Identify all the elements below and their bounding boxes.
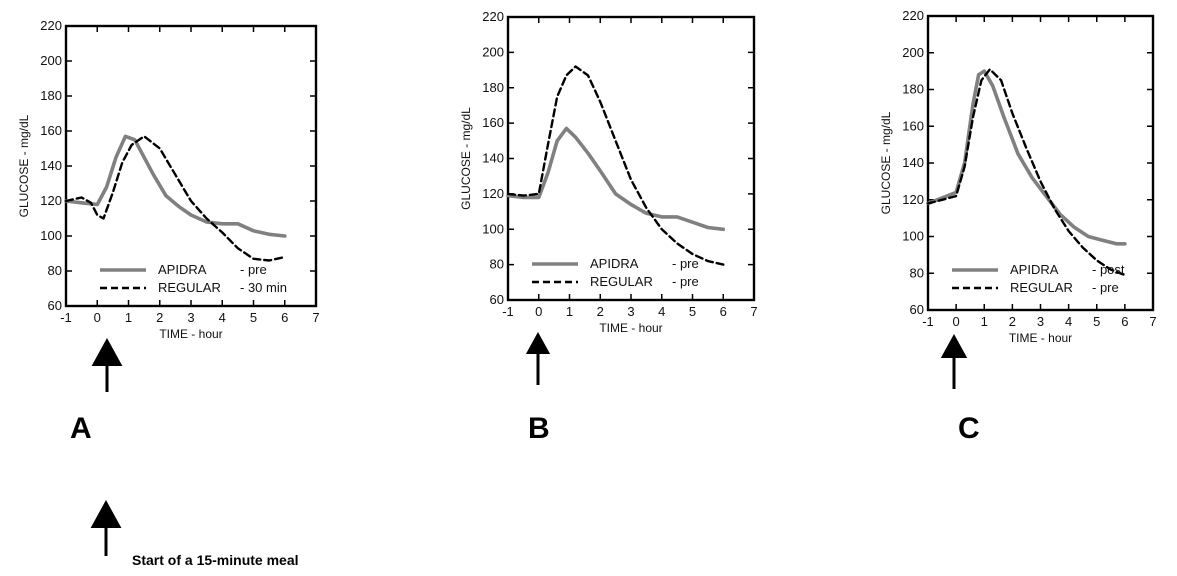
series-line-regular bbox=[64, 135, 286, 262]
y-tick-label: 200 bbox=[482, 44, 504, 59]
x-tick-label: 6 bbox=[281, 310, 288, 325]
series-line-apidra bbox=[506, 126, 726, 232]
legend-series-name: APIDRA bbox=[1010, 262, 1059, 277]
panel-label-c: C bbox=[958, 412, 980, 445]
arrow-head bbox=[91, 338, 123, 366]
legend-series-name: APIDRA bbox=[590, 256, 639, 271]
x-tick-label: 4 bbox=[219, 310, 226, 325]
legend-condition: - post bbox=[1092, 262, 1125, 277]
y-tick-label: 140 bbox=[482, 151, 504, 166]
y-tick-label: 120 bbox=[482, 186, 504, 201]
panel-label-a: A bbox=[70, 412, 92, 445]
x-tick-label: 7 bbox=[1149, 314, 1156, 329]
y-tick-label: 60 bbox=[48, 298, 62, 313]
y-tick-label: 220 bbox=[902, 8, 924, 23]
x-tick-label: 4 bbox=[658, 304, 665, 319]
y-tick-label: 120 bbox=[902, 192, 924, 207]
legend-condition: - pre bbox=[672, 256, 699, 271]
x-tick-label: 1 bbox=[566, 304, 573, 319]
meal-start-legend-arrow bbox=[90, 500, 122, 556]
y-tick-label: 60 bbox=[490, 292, 504, 307]
y-tick-label: 80 bbox=[490, 257, 504, 272]
series-line-regular bbox=[506, 65, 725, 266]
arrow-head bbox=[940, 334, 968, 358]
meal-start-arrow-b bbox=[525, 332, 551, 385]
legend-condition: - 30 min bbox=[240, 280, 287, 295]
meal-start-arrow-a bbox=[91, 338, 123, 392]
chart-panel-a: 60 80 100 120 140 160 180 200 220 -1 0 1 2 3 4 5 6 7 TIME … bbox=[17, 18, 320, 341]
x-tick-label: -1 bbox=[922, 314, 934, 329]
y-tick-label: 220 bbox=[40, 18, 62, 33]
legend-condition: - pre bbox=[672, 274, 699, 289]
x-tick-label: 7 bbox=[312, 310, 319, 325]
x-tick-label: 1 bbox=[981, 314, 988, 329]
y-tick-label: 100 bbox=[482, 221, 504, 236]
y-axis-label: GLUCOSE - mg/dL bbox=[459, 107, 473, 210]
x-tick-label: 0 bbox=[953, 314, 960, 329]
legend-series-name: REGULAR bbox=[1010, 280, 1073, 295]
y-tick-label: 80 bbox=[48, 263, 62, 278]
y-tick-label: 160 bbox=[902, 118, 924, 133]
x-tick-label: 7 bbox=[750, 304, 757, 319]
y-axis-label: GLUCOSE - mg/dL bbox=[879, 111, 893, 214]
x-tick-label: 5 bbox=[689, 304, 696, 319]
legend-condition: - pre bbox=[240, 262, 267, 277]
y-tick-label: 80 bbox=[910, 265, 924, 280]
x-tick-label: 5 bbox=[250, 310, 257, 325]
y-tick-label: 200 bbox=[40, 53, 62, 68]
arrow-head bbox=[90, 500, 122, 528]
y-tick-label: 220 bbox=[482, 9, 504, 24]
y-tick-label: 60 bbox=[910, 302, 924, 317]
x-tick-label: 5 bbox=[1093, 314, 1100, 329]
x-tick-label: 0 bbox=[535, 304, 542, 319]
x-tick-label: 2 bbox=[1009, 314, 1016, 329]
x-tick-label: -1 bbox=[60, 310, 72, 325]
meal-start-arrow-c bbox=[940, 334, 968, 389]
series-line-apidra bbox=[64, 134, 287, 238]
meal-start-footnote: Start of a 15-minute meal bbox=[132, 552, 299, 568]
x-tick-label: 6 bbox=[1121, 314, 1128, 329]
chart-panel-b: 60 80 100 120 140 160 180 200 220 -1 0 1 2 3 4 5 6 7 TIME … bbox=[459, 9, 758, 335]
y-tick-label: 160 bbox=[40, 123, 62, 138]
legend-series-name: REGULAR bbox=[158, 280, 221, 295]
y-tick-label: 100 bbox=[902, 229, 924, 244]
y-tick-label: 200 bbox=[902, 45, 924, 60]
y-axis-label: GLUCOSE - mg/dL bbox=[17, 114, 31, 217]
x-tick-label: 0 bbox=[94, 310, 101, 325]
legend-series-name: REGULAR bbox=[590, 274, 653, 289]
x-tick-label: -1 bbox=[502, 304, 514, 319]
y-tick-label: 140 bbox=[40, 158, 62, 173]
y-tick-label: 160 bbox=[482, 115, 504, 130]
series-line-regular bbox=[926, 68, 1127, 277]
x-tick-label: 3 bbox=[1037, 314, 1044, 329]
y-tick-label: 140 bbox=[902, 155, 924, 170]
y-tick-label: 180 bbox=[482, 80, 504, 95]
panel-label-b: B bbox=[528, 412, 550, 445]
y-tick-label: 180 bbox=[40, 88, 62, 103]
x-tick-label: 6 bbox=[720, 304, 727, 319]
x-tick-label: 2 bbox=[597, 304, 604, 319]
x-axis-label: TIME - hour bbox=[1009, 331, 1072, 345]
y-tick-label: 100 bbox=[40, 228, 62, 243]
x-axis-label: TIME - hour bbox=[599, 321, 662, 335]
y-tick-label: 180 bbox=[902, 82, 924, 97]
x-tick-label: 1 bbox=[125, 310, 132, 325]
x-tick-label: 4 bbox=[1065, 314, 1072, 329]
x-tick-label: 2 bbox=[156, 310, 163, 325]
arrow-head bbox=[525, 332, 551, 354]
legend-condition: - pre bbox=[1092, 280, 1119, 295]
x-tick-label: 3 bbox=[627, 304, 634, 319]
x-axis-label: TIME - hour bbox=[159, 327, 222, 341]
legend-series-name: APIDRA bbox=[158, 262, 207, 277]
chart-panel-c: 60 80 100 120 140 160 180 200 220 -1 0 1 2 3 4 5 6 7 TIME … bbox=[879, 8, 1157, 345]
series-line-apidra bbox=[926, 69, 1127, 246]
x-tick-label: 3 bbox=[187, 310, 194, 325]
y-tick-label: 120 bbox=[40, 193, 62, 208]
